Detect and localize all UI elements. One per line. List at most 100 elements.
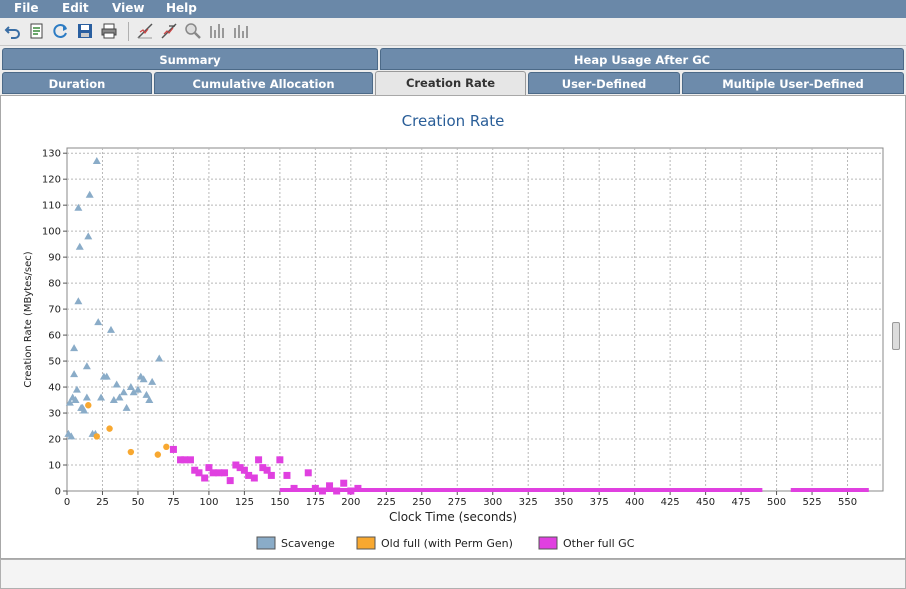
scatter-point-scavenge — [155, 354, 164, 362]
scatter-point-old-full — [154, 451, 162, 458]
x-tick-label: 25 — [96, 497, 109, 508]
scatter-point-old-full — [93, 433, 101, 440]
scatter-point-scavenge — [80, 406, 89, 414]
scatter-point-scavenge — [85, 190, 94, 198]
scatter-point-other-full — [318, 487, 326, 495]
scatter-point-other-full — [267, 471, 275, 479]
x-tick-label: 475 — [732, 497, 751, 508]
open-icon[interactable] — [28, 22, 46, 40]
y-tick-label: 60 — [48, 331, 61, 342]
toolbar-separator — [128, 22, 129, 41]
x-axis-label: Clock Time (seconds) — [389, 510, 517, 524]
tab-user-defined[interactable]: User-Defined — [528, 72, 680, 94]
scrollbar-handle[interactable] — [892, 322, 900, 350]
scatter-point-old-full — [85, 402, 92, 409]
scatter-point-scavenge — [84, 232, 93, 240]
y-tick-label: 110 — [42, 201, 61, 212]
legend-swatch — [356, 536, 376, 550]
zoom-out-icon[interactable] — [160, 22, 178, 40]
scatter-point-scavenge — [139, 375, 148, 383]
x-tick-label: 325 — [519, 497, 538, 508]
scatter-point-other-full — [226, 477, 234, 485]
scatter-point-scavenge — [92, 156, 101, 164]
scatter-point-scavenge — [142, 390, 151, 398]
scatter-point-scavenge — [122, 403, 131, 411]
tab-multiple-user-defined[interactable]: Multiple User-Defined — [682, 72, 904, 94]
scatter-point-other-full — [181, 456, 189, 464]
scatter-point-scavenge — [72, 385, 81, 393]
x-tick-label: 100 — [199, 497, 218, 508]
x-tick-label: 75 — [167, 497, 180, 508]
tab-heap-usage-after-gc[interactable]: Heap Usage After GC — [380, 48, 904, 70]
legend-swatch — [538, 536, 558, 550]
x-tick-label: 150 — [270, 497, 289, 508]
scatter-point-scavenge — [115, 393, 124, 401]
x-tick-label: 275 — [448, 497, 467, 508]
scatter-point-scavenge — [75, 242, 84, 250]
tab-summary[interactable]: Summary — [2, 48, 378, 70]
scatter-point-scavenge — [133, 385, 142, 393]
bar-chart-alt-icon[interactable] — [232, 22, 250, 40]
menu-help[interactable]: Help — [166, 1, 197, 15]
y-tick-label: 70 — [48, 305, 61, 316]
scatter-point-other-full — [191, 466, 199, 474]
menu-file[interactable]: File — [14, 1, 39, 15]
scatter-point-scavenge — [129, 388, 138, 396]
scatter-point-other-full — [347, 487, 355, 495]
tab-creation-rate[interactable]: Creation Rate — [375, 71, 526, 96]
y-tick-label: 40 — [48, 383, 61, 394]
zoom-icon[interactable] — [184, 22, 202, 40]
scatter-point-scavenge — [82, 393, 91, 401]
bar-chart-icon[interactable] — [208, 22, 226, 40]
x-tick-label: 425 — [661, 497, 680, 508]
scatter-point-other-full — [311, 484, 319, 492]
scatter-point-scavenge — [126, 383, 135, 391]
x-tick-label: 125 — [235, 497, 254, 508]
scatter-point-scavenge — [74, 297, 83, 305]
scatter-point-other-full — [240, 466, 248, 474]
scatter-point-other-full — [326, 482, 334, 490]
scatter-point-old-full — [163, 443, 170, 451]
scatter-point-other-full — [304, 469, 312, 477]
tab-cumulative-allocation[interactable]: Cumulative Allocation — [154, 72, 373, 94]
scatter-point-scavenge — [70, 344, 79, 352]
menu-edit[interactable]: Edit — [62, 1, 89, 15]
scatter-point-other-full — [255, 456, 263, 464]
menu-bar: File Edit View Help — [0, 0, 906, 18]
scatter-point-other-full — [250, 474, 258, 482]
x-tick-label: 525 — [802, 497, 821, 508]
scatter-point-other-full — [354, 484, 362, 492]
scatter-point-other-full — [209, 469, 217, 477]
legend-label: Old full (with Perm Gen) — [381, 537, 513, 550]
x-tick-label: 400 — [625, 497, 644, 508]
scatter-point-other-full — [333, 487, 341, 495]
scatter-point-other-full — [205, 464, 213, 472]
zoom-to-fit-icon[interactable] — [136, 22, 154, 40]
scatter-point-scavenge — [97, 393, 106, 401]
scatter-point-scavenge — [102, 372, 111, 380]
scatter-point-other-full — [201, 474, 209, 482]
scatter-point-other-full — [221, 469, 229, 477]
scatter-point-scavenge — [82, 362, 91, 370]
scatter-point-other-full — [340, 479, 348, 487]
y-axis-label: Creation Rate (MBytes/sec) — [23, 251, 34, 387]
scatter-point-other-full — [245, 471, 253, 479]
refresh-icon[interactable] — [52, 22, 70, 40]
scatter-point-other-full — [263, 466, 271, 474]
x-tick-label: 200 — [341, 497, 360, 508]
scatter-point-scavenge — [70, 370, 79, 378]
y-tick-label: 50 — [48, 357, 61, 368]
scatter-point-other-full — [177, 456, 185, 464]
print-icon[interactable] — [100, 22, 118, 40]
y-tick-label: 20 — [48, 435, 61, 446]
scatter-point-scavenge — [119, 388, 128, 396]
tab-duration[interactable]: Duration — [2, 72, 152, 94]
save-icon[interactable] — [76, 22, 94, 40]
y-tick-label: 120 — [42, 175, 61, 186]
scatter-point-scavenge — [65, 398, 74, 406]
menu-view[interactable]: View — [112, 1, 145, 15]
undo-icon[interactable] — [4, 22, 22, 40]
scatter-point-other-full — [169, 445, 177, 453]
chart-title: Creation Rate — [402, 112, 505, 130]
scatter-point-scavenge — [148, 377, 157, 385]
